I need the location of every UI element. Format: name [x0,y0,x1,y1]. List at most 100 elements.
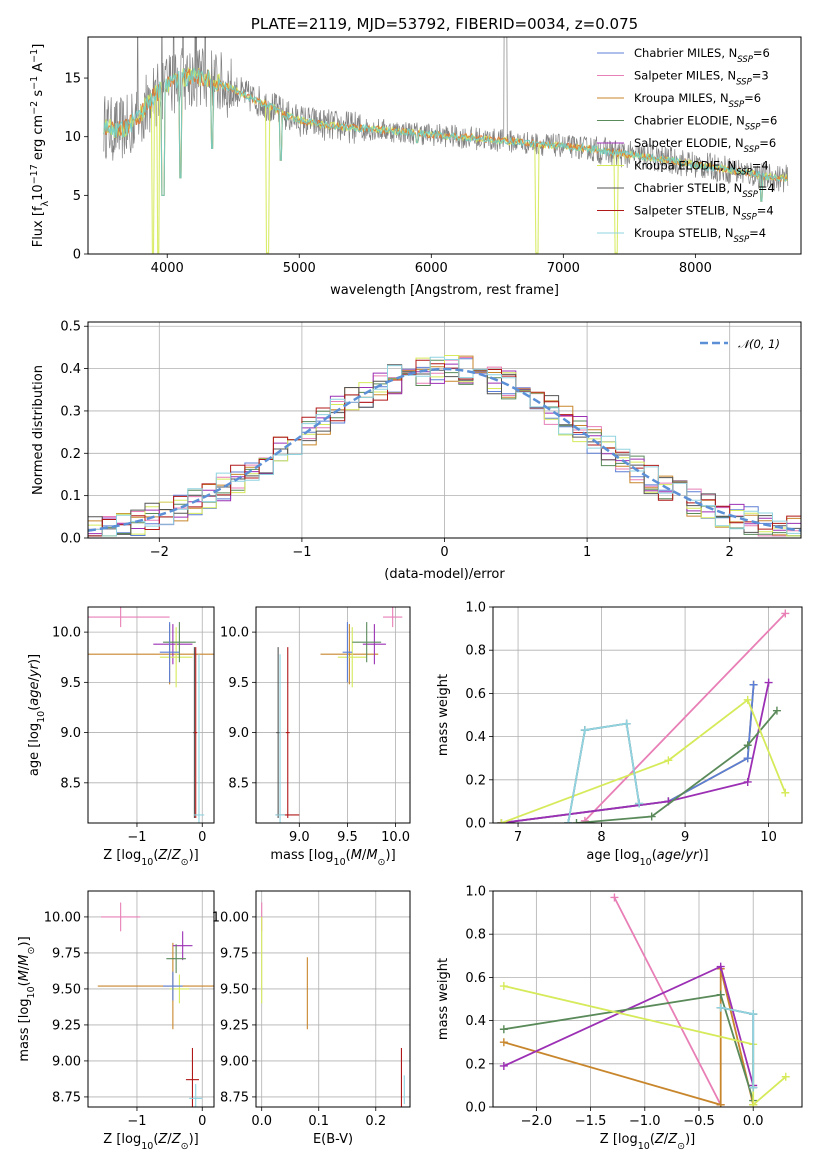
x-axis-label: (data-model)/error [384,567,505,582]
label-part: ⊙ [181,857,189,868]
y-tick-label: 9.00 [52,1054,81,1069]
label-part: age [log [27,723,42,776]
label-part: A [31,63,46,76]
label-part: erg cm [31,115,46,164]
x-axis-label: age [log10(age/yr)] [586,848,708,868]
legend-label: Kroupa ELODIE, N [634,159,736,173]
weight-marker [610,893,619,902]
weight-marker [772,706,781,715]
y-tick-label: 9.50 [220,982,249,997]
label-part: Z [log [103,848,141,863]
x-tick-label: 5000 [283,261,316,276]
label-part: −1 [29,76,40,90]
label-part: ⊙ [181,1141,189,1152]
weight-marker [749,1100,758,1107]
label-part: ⊙ [26,946,37,954]
legend-subscript: SSP [737,55,753,65]
y-axis-label: mass [log10(M/M⊙)] [17,936,37,1061]
y-tick-label: 9.25 [220,1018,249,1033]
weight-marker [781,609,790,618]
weight-marker [647,812,656,821]
label-part: Z [log [103,1132,141,1147]
y-tick-label: 0.2 [465,773,486,788]
y-tick-label: 0.8 [465,644,486,659]
label-part: 10 [640,857,652,868]
y-tick-label: 5 [73,189,81,204]
y-tick-label: 9.5 [60,676,81,691]
legend-subscript: SSP [736,168,752,178]
plot-area [261,902,405,1107]
legend-entry: Salpeter STELIB, NSSP=4 [634,204,774,223]
label-part: M [17,954,32,965]
x-tick-label: 6000 [415,261,448,276]
axes-frame [255,606,411,824]
x-axis-label: Z [log10(Z/Z⊙)] [600,1132,695,1152]
y-tick-label: 0.2 [60,447,81,462]
label-part: / [664,1132,669,1147]
weight-marker [749,680,758,689]
x-axis-label: wavelength [Angstrom, rest frame] [330,283,559,298]
label-part: ( [153,848,158,863]
y-tick-label: 0.3 [60,404,81,419]
x-tick-label: 2 [726,545,734,560]
label-part: )] [698,848,708,863]
label-part: ( [153,1132,158,1147]
label-part: M [17,970,32,981]
residuals-panel: −2 −1 0 1 2 0.0 0.1 0.2 0.3 0.4 0.5 (data-model)/er… [31,320,802,582]
label-part: Z [157,1132,168,1147]
label-part: Z [667,1132,678,1147]
weight-marker [499,1025,508,1034]
y-tick-label: 0.1 [60,489,81,504]
label-part: )] [685,1132,695,1147]
x-tick-label: 9.0 [289,830,310,845]
legend-subscript: SSP [741,213,757,223]
y-tick-label: 1.0 [465,601,486,616]
legend-entry: Kroupa STELIB, NSSP=4 [634,226,766,245]
x-tick-label: 7000 [547,261,580,276]
label-part: Z [log [600,1132,638,1147]
mass-vs-ebv-panel: 0.0 0.1 0.2 8.75 9.00 9.25 9.50 9.75 10.00 E(B-V) [212,890,411,1147]
gaussian-curve [88,367,801,532]
weight-marker [743,695,752,704]
y-tick-label: 8.5 [60,776,81,791]
weight-marker [622,719,631,728]
weight-marker [781,788,790,797]
label-part: / [17,965,32,970]
x-tick-label: 0 [198,1114,206,1129]
y-tick-label: 9.75 [52,946,81,961]
y-tick-label: 10.00 [212,910,249,925]
plot-area [103,37,789,254]
weight-marker [499,1061,508,1070]
x-tick-label: −2.0 [521,1114,553,1129]
x-tick-label: −1 [127,830,146,845]
label-part: )] [17,936,32,946]
y-tick-label: 9.5 [228,676,249,691]
legend-label: Kroupa STELIB, N [634,226,734,240]
weight-marker [635,799,644,808]
label-part: age [657,848,681,863]
label-part: Z [171,1132,182,1147]
label-part: 10 [31,184,46,201]
label-part: age [log [586,848,639,863]
legend-subscript: SSP [745,123,761,133]
label-part: M [366,848,377,863]
label-part: mass [log [270,848,333,863]
label-part: ( [650,1132,655,1147]
weight-marker [716,1100,725,1107]
label-part: yr [27,662,42,678]
y-tick-label: 0.2 [465,1057,486,1072]
y-tick-label: 0.5 [60,320,81,335]
y-tick-label: 8.75 [220,1090,249,1105]
label-part: )] [27,654,42,664]
legend-subscript: SSP [744,145,760,155]
axes-frame [87,890,215,1108]
axes-frame [87,36,802,255]
y-tick-label: 0.4 [465,1014,486,1029]
label-part: ( [27,706,42,711]
y-tick-label: 0 [73,248,81,263]
label-part: )] [189,848,199,863]
label-part: 10 [638,1141,650,1152]
label-part: 10 [36,711,47,723]
label-part: mass [log [17,998,32,1061]
